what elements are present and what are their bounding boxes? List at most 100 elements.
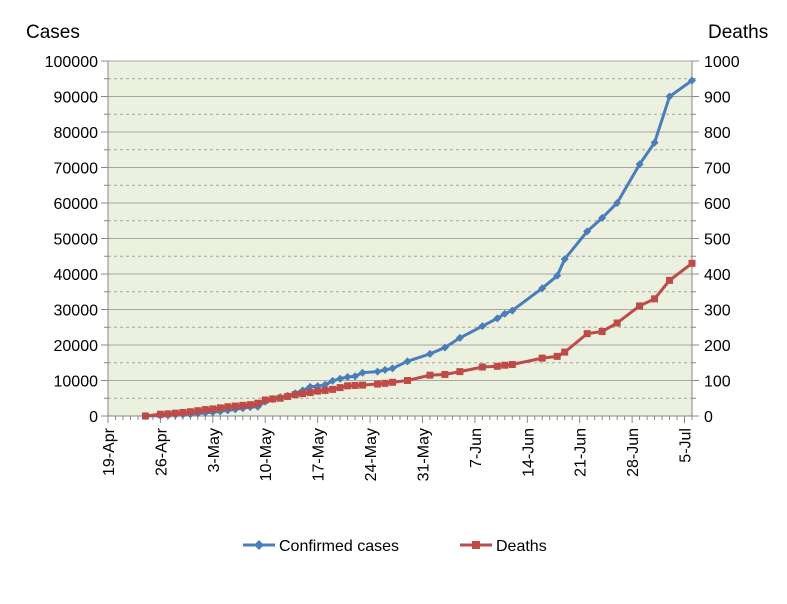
cases-point [665, 92, 674, 101]
deaths-point [186, 408, 194, 416]
left-tick-label: 70000 [54, 161, 99, 178]
deaths-point [351, 381, 359, 389]
deaths-point [254, 399, 262, 407]
cases-point [381, 365, 390, 374]
cases-point [598, 213, 607, 222]
x-tick-label: 19-Apr [101, 427, 118, 476]
right-tick-label: 800 [704, 125, 731, 142]
right-tick-label: 0 [704, 409, 713, 426]
deaths-point [306, 389, 314, 397]
deaths-point [374, 380, 382, 388]
x-tick-label: 10-May [258, 428, 275, 481]
deaths-point [538, 354, 546, 362]
deaths-point [284, 392, 292, 400]
cases-point [328, 376, 337, 385]
cases-point [440, 343, 449, 352]
deaths-point [688, 259, 696, 267]
x-tick-label: 7-Jun [468, 428, 485, 468]
deaths-point [209, 405, 217, 413]
cases-point [373, 367, 382, 376]
cases-point [688, 76, 696, 85]
right-tick-label: 400 [704, 267, 731, 284]
deaths-point [216, 404, 224, 412]
legend: Confirmed cases Deaths [243, 538, 547, 555]
cases-point [635, 160, 644, 169]
deaths-point [141, 412, 149, 420]
deaths-point [314, 387, 322, 395]
right-tick-label: 900 [704, 90, 731, 107]
cases-point [613, 199, 622, 207]
right-tick-label: 100 [704, 374, 731, 391]
legend-deaths-label: Deaths [496, 538, 547, 555]
left-tick-label: 100000 [45, 54, 98, 71]
x-tick-label: 14-Jun [520, 428, 537, 477]
cases-point [321, 380, 330, 389]
deaths-point [269, 395, 277, 403]
right-axis-title: Deaths [708, 22, 768, 43]
deaths-point [359, 381, 367, 389]
deaths-point [553, 352, 561, 360]
deaths-point [246, 401, 254, 409]
left-tick-label: 50000 [54, 232, 99, 249]
x-tick-label: 24-May [363, 428, 380, 481]
left-tick-label: 40000 [54, 267, 99, 284]
left-tick-label: 80000 [54, 125, 99, 142]
cases-point [493, 314, 502, 323]
cases-point [560, 255, 569, 264]
cases-point [500, 309, 509, 318]
right-tick-label: 600 [704, 196, 731, 213]
left-tick-label: 60000 [54, 196, 99, 213]
deaths-point [164, 410, 172, 418]
deaths-point [561, 348, 569, 356]
cases-point [306, 382, 315, 391]
cases-point [336, 374, 345, 383]
right-tick-label: 200 [704, 338, 731, 355]
deaths-point [636, 302, 644, 310]
deaths-point [231, 402, 239, 410]
deaths-point [456, 368, 464, 376]
deaths-point [179, 408, 187, 416]
deaths-point [239, 401, 247, 409]
cases-point [650, 138, 659, 147]
x-tick-label: 26-Apr [153, 427, 170, 476]
deaths-point [336, 384, 344, 392]
deaths-point [261, 396, 269, 404]
cases-point [351, 372, 360, 381]
right-tick-label: 300 [704, 303, 731, 320]
deaths-point [344, 382, 352, 390]
cases-point [343, 372, 352, 381]
deaths-point [598, 328, 606, 336]
x-tick-label: 3-May [206, 428, 223, 472]
deaths-point [441, 370, 449, 378]
x-tick-label: 28-Jun [625, 428, 642, 477]
deaths-point [651, 295, 659, 303]
cases-point [425, 349, 434, 358]
deaths-point [329, 385, 337, 393]
legend-cases-label: Confirmed cases [279, 538, 399, 555]
cases-point [455, 333, 464, 342]
deaths-point [381, 379, 389, 387]
deaths-point [299, 390, 307, 398]
deaths-point [156, 410, 164, 418]
deaths-point [403, 377, 411, 384]
deaths-point [613, 319, 621, 327]
right-tick-label: 700 [704, 161, 731, 178]
left-tick-label: 10000 [54, 374, 99, 391]
deaths-point [508, 361, 516, 369]
deaths-point [201, 406, 209, 414]
deaths-point [194, 407, 202, 415]
x-tick-label: 5-Jul [678, 428, 695, 463]
deaths-point [291, 391, 299, 399]
cases-point [403, 357, 412, 366]
x-tick-label: 31-May [415, 428, 432, 481]
x-tick-label: 17-May [311, 428, 328, 481]
cases-point [508, 306, 517, 315]
deaths-point [501, 361, 509, 369]
cases-point [478, 322, 487, 331]
left-tick-label: 30000 [54, 303, 99, 320]
legend-diamond-icon [254, 540, 264, 550]
deaths-point [426, 371, 434, 379]
right-tick-label: 1000 [704, 54, 740, 71]
deaths-point [583, 330, 591, 338]
